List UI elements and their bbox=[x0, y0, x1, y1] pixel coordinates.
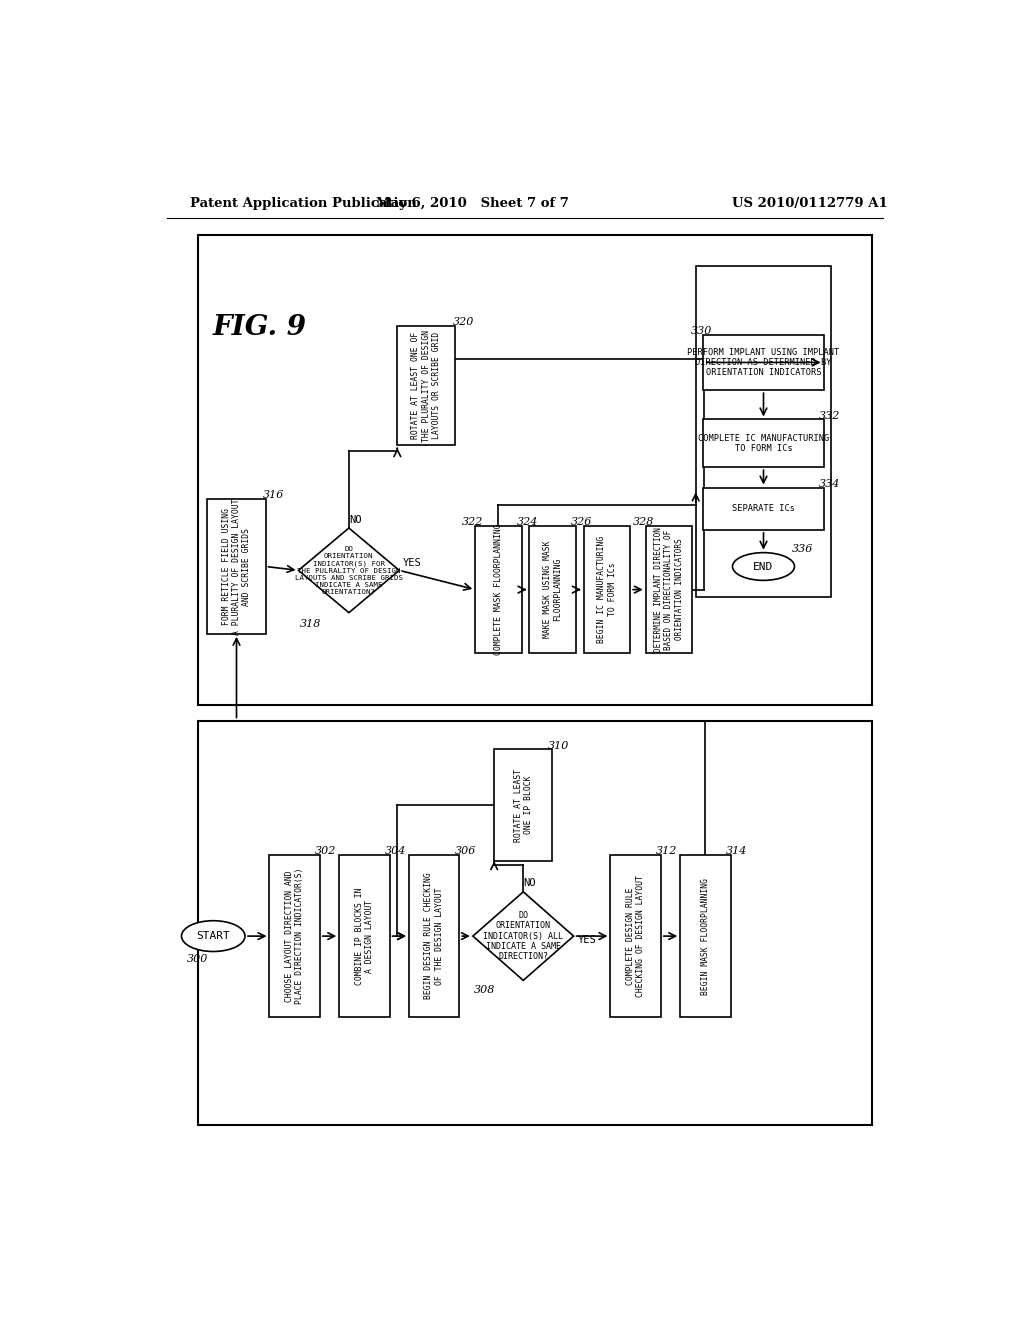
Text: NO: NO bbox=[523, 878, 536, 887]
Text: ROTATE AT LEAST ONE OF
THE PLURALITY OF DESIGN
LAYOUTS OR SCRIBE GRID: ROTATE AT LEAST ONE OF THE PLURALITY OF … bbox=[412, 330, 441, 442]
Text: US 2010/0112779 A1: US 2010/0112779 A1 bbox=[732, 197, 888, 210]
Text: 330: 330 bbox=[690, 326, 712, 335]
Text: START: START bbox=[197, 931, 230, 941]
FancyBboxPatch shape bbox=[208, 499, 265, 634]
Text: COMPLETE DESIGN RULE
CHECKING OF DESIGN LAYOUT: COMPLETE DESIGN RULE CHECKING OF DESIGN … bbox=[626, 875, 645, 997]
Text: 336: 336 bbox=[792, 544, 813, 554]
Text: 320: 320 bbox=[453, 317, 474, 327]
Text: 332: 332 bbox=[819, 411, 841, 421]
FancyBboxPatch shape bbox=[646, 527, 692, 653]
Text: MAKE MASK USING MASK
FLOORPLANNING: MAKE MASK USING MASK FLOORPLANNING bbox=[543, 541, 562, 639]
Text: SEPARATE ICs: SEPARATE ICs bbox=[732, 504, 795, 513]
FancyBboxPatch shape bbox=[703, 420, 823, 467]
Text: CHOOSE LAYOUT DIRECTION AND
PLACE DIRECTION INDICATOR(S): CHOOSE LAYOUT DIRECTION AND PLACE DIRECT… bbox=[285, 867, 304, 1005]
Text: YES: YES bbox=[579, 935, 597, 945]
Text: DO
ORIENTATION
INDICATOR(S) ALL
INDICATE A SAME
DIRECTION?: DO ORIENTATION INDICATOR(S) ALL INDICATE… bbox=[483, 911, 563, 961]
Text: 328: 328 bbox=[633, 517, 654, 527]
Text: 324: 324 bbox=[516, 517, 538, 527]
Polygon shape bbox=[299, 528, 399, 612]
FancyBboxPatch shape bbox=[339, 855, 389, 1016]
Text: 302: 302 bbox=[315, 846, 337, 857]
Text: BEGIN DESIGN RULE CHECKING
OF THE DESIGN LAYOUT: BEGIN DESIGN RULE CHECKING OF THE DESIGN… bbox=[424, 873, 443, 999]
FancyBboxPatch shape bbox=[584, 527, 630, 653]
FancyBboxPatch shape bbox=[703, 335, 823, 391]
Text: NO: NO bbox=[349, 515, 361, 525]
Text: 312: 312 bbox=[656, 846, 678, 857]
Text: END: END bbox=[754, 561, 773, 572]
Text: 304: 304 bbox=[385, 846, 407, 857]
Text: PERFORM IMPLANT USING IMPLANT
DIRECTION AS DETERMINED BY
ORIENTATION INDICATORS: PERFORM IMPLANT USING IMPLANT DIRECTION … bbox=[687, 347, 840, 378]
Text: 334: 334 bbox=[819, 479, 841, 488]
Text: DETERMINE IMPLANT DIRECTION
BASED ON DIRECTIONALITY OF
ORIENTATION INDICATORS: DETERMINE IMPLANT DIRECTION BASED ON DIR… bbox=[654, 527, 684, 652]
Text: COMBINE IP BLOCKS IN
A DESIGN LAYOUT: COMBINE IP BLOCKS IN A DESIGN LAYOUT bbox=[354, 887, 374, 985]
Text: DO
ORIENTATION
INDICATOR(S) FOR
THE PULRALITY OF DESIGN
LAYOUTS AND SCRIBE GRIDS: DO ORIENTATION INDICATOR(S) FOR THE PULR… bbox=[295, 546, 402, 594]
FancyBboxPatch shape bbox=[610, 855, 660, 1016]
FancyBboxPatch shape bbox=[495, 750, 552, 861]
Text: BEGIN IC MANUFACTURING
TO FORM ICs: BEGIN IC MANUFACTURING TO FORM ICs bbox=[597, 536, 616, 643]
Ellipse shape bbox=[181, 921, 245, 952]
FancyBboxPatch shape bbox=[475, 527, 521, 653]
Text: 326: 326 bbox=[570, 517, 592, 527]
FancyBboxPatch shape bbox=[269, 855, 319, 1016]
Text: 318: 318 bbox=[299, 619, 321, 630]
Ellipse shape bbox=[732, 553, 795, 581]
FancyBboxPatch shape bbox=[529, 527, 575, 653]
Text: May 6, 2010   Sheet 7 of 7: May 6, 2010 Sheet 7 of 7 bbox=[377, 197, 569, 210]
Text: ROTATE AT LEAST
ONE IP BLOCK: ROTATE AT LEAST ONE IP BLOCK bbox=[514, 768, 532, 842]
Polygon shape bbox=[473, 892, 573, 981]
FancyBboxPatch shape bbox=[703, 487, 823, 529]
Text: 316: 316 bbox=[262, 490, 284, 500]
FancyBboxPatch shape bbox=[680, 855, 730, 1016]
FancyBboxPatch shape bbox=[397, 326, 456, 445]
Text: BEGIN MASK FLOORPLANNING: BEGIN MASK FLOORPLANNING bbox=[700, 878, 710, 994]
Text: YES: YES bbox=[403, 557, 422, 568]
Text: 300: 300 bbox=[187, 954, 209, 964]
Text: 308: 308 bbox=[474, 985, 496, 994]
Text: 306: 306 bbox=[455, 846, 476, 857]
Text: 310: 310 bbox=[548, 741, 569, 751]
Text: 322: 322 bbox=[462, 517, 483, 527]
Text: Patent Application Publication: Patent Application Publication bbox=[190, 197, 417, 210]
Text: FORM RETICLE FIELD USING
A PLURALITY OF DESIGN LAYOUT
AND SCRIBE GRIDS: FORM RETICLE FIELD USING A PLURALITY OF … bbox=[221, 498, 252, 635]
Text: 314: 314 bbox=[726, 846, 748, 857]
Text: COMPLETE MASK FLOORPLANNING: COMPLETE MASK FLOORPLANNING bbox=[494, 524, 503, 656]
FancyBboxPatch shape bbox=[409, 855, 460, 1016]
Text: FIG. 9: FIG. 9 bbox=[213, 314, 307, 342]
Text: COMPLETE IC MANUFACTURING
TO FORM ICs: COMPLETE IC MANUFACTURING TO FORM ICs bbox=[698, 433, 829, 453]
